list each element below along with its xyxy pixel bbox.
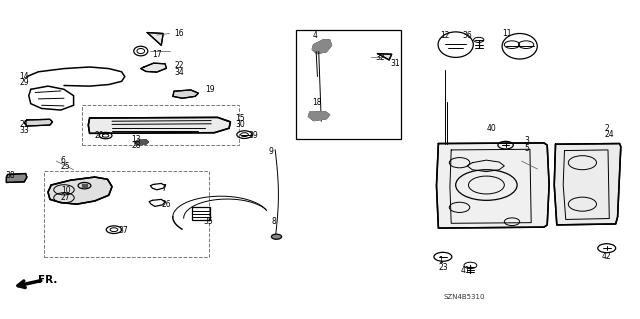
Polygon shape [312,40,332,54]
Text: 4: 4 [312,31,317,40]
Text: 30: 30 [236,120,245,129]
Text: 23: 23 [438,263,448,272]
Text: 6: 6 [61,156,66,165]
Text: 32: 32 [376,53,385,62]
Text: FR.: FR. [38,275,58,285]
Text: 37: 37 [118,226,128,235]
Text: 18: 18 [312,98,322,107]
Text: 20: 20 [95,131,104,140]
Text: 24: 24 [605,130,614,139]
Polygon shape [554,144,621,225]
Text: 5: 5 [525,144,530,153]
Polygon shape [141,63,166,72]
Text: 33: 33 [19,126,29,135]
Text: 25: 25 [61,162,70,171]
Text: 8: 8 [272,217,276,226]
Text: 35: 35 [204,217,213,226]
Polygon shape [436,143,549,228]
Polygon shape [24,119,52,126]
Text: 21: 21 [19,120,29,129]
Polygon shape [6,174,27,182]
Bar [82,105,239,145]
Polygon shape [88,117,230,133]
Text: 31: 31 [390,59,400,68]
Text: 11: 11 [502,29,512,38]
Text: 10: 10 [61,186,70,195]
Text: 42: 42 [602,252,611,261]
Text: 34: 34 [174,68,184,77]
Text: 12: 12 [440,31,450,40]
Text: 3: 3 [525,137,530,145]
Text: SZN4B5310: SZN4B5310 [444,294,484,300]
Text: 2: 2 [605,124,609,133]
Polygon shape [147,33,163,45]
Text: 39: 39 [248,131,258,140]
Text: 28: 28 [131,141,141,150]
Text: 16: 16 [174,29,184,38]
Text: 1: 1 [438,256,443,265]
Text: 15: 15 [236,114,245,122]
Bar [44,171,209,257]
Text: 22: 22 [174,61,184,70]
Text: 17: 17 [152,50,162,59]
Text: 38: 38 [5,171,15,180]
Polygon shape [173,90,198,98]
Polygon shape [378,54,392,60]
Text: 9: 9 [269,147,274,156]
Polygon shape [134,140,148,145]
Polygon shape [48,177,112,204]
Text: 27: 27 [61,193,70,202]
Text: 36: 36 [462,31,472,40]
Text: 40: 40 [486,124,496,133]
Text: 29: 29 [19,78,29,87]
Text: 7: 7 [161,184,166,193]
Text: 41: 41 [461,266,470,275]
Text: 26: 26 [161,200,171,209]
Polygon shape [308,112,330,121]
Text: 13: 13 [131,135,141,144]
Bar [192,207,210,220]
Text: 19: 19 [205,85,214,94]
Bar [296,30,401,139]
Text: 14: 14 [19,72,29,81]
Circle shape [271,234,282,239]
